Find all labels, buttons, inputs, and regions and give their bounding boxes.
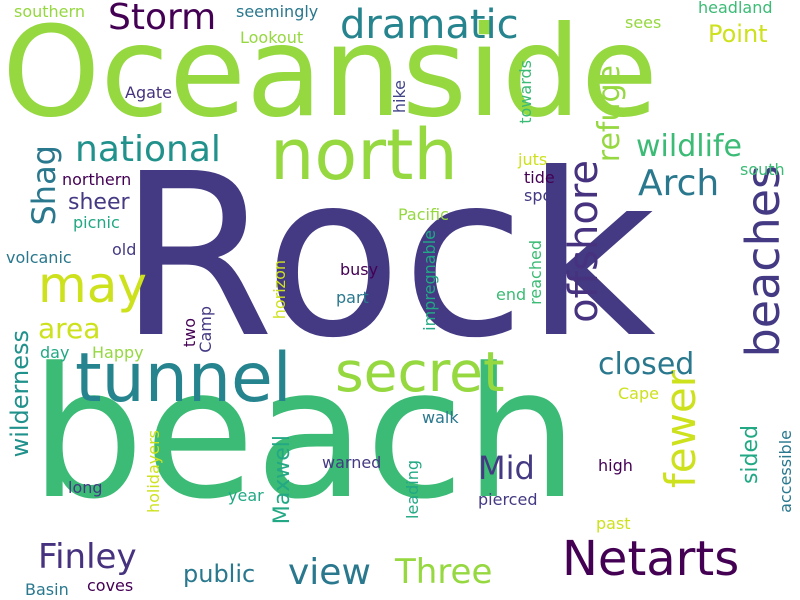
word-maxwell: Maxwell (270, 435, 295, 525)
word-end: end (496, 285, 527, 304)
word-rock: Rock (118, 126, 656, 388)
word-pierced: pierced (478, 490, 538, 509)
word-seemingly: seemingly (236, 2, 319, 21)
word-volcanic: volcanic (6, 248, 72, 267)
word-juts: juts (518, 150, 548, 169)
word-may: may (38, 256, 147, 314)
word-towards: towards (516, 60, 535, 124)
word-reached: reached (526, 240, 545, 305)
word-high: high (598, 456, 633, 475)
word-cape: Cape (618, 384, 659, 403)
word-tunnel: tunnel (75, 339, 292, 418)
word-refuge: refuge (592, 65, 627, 163)
word-tide: tide (524, 168, 555, 187)
word-basin: Basin (25, 580, 69, 599)
word-beach: beach (30, 330, 579, 539)
word-spot: spot (524, 186, 559, 205)
word-coves: coves (87, 576, 134, 595)
word-southern: southern (14, 2, 85, 21)
word-camp: Camp (196, 306, 215, 353)
word-offshore: offshore (561, 160, 607, 323)
word-fewer: fewer (656, 370, 705, 489)
word-picnic: picnic (73, 213, 120, 232)
word-public: public (183, 560, 256, 588)
word-netarts: Netarts (562, 531, 740, 587)
word-horizon: horizon (270, 260, 289, 320)
word-hike: hike (390, 80, 409, 114)
word-wildlife: wildlife (636, 129, 742, 164)
word-long: long (68, 478, 103, 497)
word-sees: sees (625, 13, 662, 32)
word-leading: leading (403, 460, 422, 519)
word-walk: walk (422, 408, 459, 427)
word-pacific: Pacific (398, 205, 449, 224)
word-year: year (228, 486, 264, 505)
word-wilderness: wilderness (6, 330, 34, 458)
word-old: old (112, 240, 137, 259)
word-finley: Finley (38, 537, 137, 577)
word-happy: Happy (92, 343, 144, 362)
word-national: national (75, 129, 221, 170)
word-north: north (270, 114, 458, 196)
word-past: past (596, 514, 631, 533)
word-shag: Shag (25, 145, 63, 226)
word-three: Three (395, 552, 493, 592)
word-northern: northern (62, 170, 132, 189)
word-secret: secret (335, 340, 505, 404)
word-sided: sided (738, 425, 763, 485)
word-south: south (740, 160, 785, 179)
word-area: area (38, 312, 101, 345)
word-holidayers: holidayers (144, 430, 163, 514)
word-warned: warned (322, 453, 382, 472)
word-agate: Agate (125, 83, 173, 102)
word-part: part (336, 288, 369, 307)
word-point: Point (708, 20, 768, 48)
word-view: view (288, 552, 371, 593)
word-headland: headland (698, 0, 773, 17)
word-lookout: Lookout (240, 28, 304, 47)
word-sheer: sheer (68, 190, 130, 215)
word-closed: closed (598, 347, 695, 382)
word-day: day (40, 343, 70, 362)
word-accessible: accessible (776, 430, 795, 513)
word-mid: Mid (478, 449, 535, 487)
word-impregnable: impregnable (420, 230, 439, 331)
word-beaches: beaches (736, 165, 790, 358)
word-oceanside: Oceanside (2, 0, 658, 145)
word-busy: busy (340, 260, 379, 279)
word-dramatic: dramatic (340, 2, 519, 48)
word-storm: Storm (108, 0, 217, 38)
word-arch: Arch (638, 163, 720, 204)
